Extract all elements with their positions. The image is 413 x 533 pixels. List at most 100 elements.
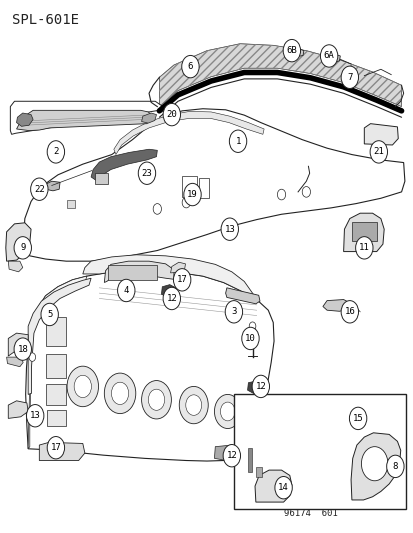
Polygon shape xyxy=(28,276,87,449)
Text: 7: 7 xyxy=(347,73,351,82)
Polygon shape xyxy=(6,223,31,261)
Polygon shape xyxy=(159,44,401,107)
Circle shape xyxy=(340,66,358,88)
Circle shape xyxy=(221,218,238,240)
Circle shape xyxy=(104,373,135,414)
Circle shape xyxy=(282,39,300,62)
Polygon shape xyxy=(45,181,60,191)
Bar xyxy=(47,410,66,426)
Circle shape xyxy=(369,141,387,163)
Bar xyxy=(198,178,209,198)
Text: 5: 5 xyxy=(47,310,52,319)
Polygon shape xyxy=(8,333,28,356)
Polygon shape xyxy=(23,109,404,261)
Polygon shape xyxy=(8,261,23,272)
Polygon shape xyxy=(17,113,33,126)
Text: 15: 15 xyxy=(352,414,363,423)
Circle shape xyxy=(111,382,128,405)
Circle shape xyxy=(301,187,310,197)
Text: 21: 21 xyxy=(373,148,383,156)
Text: 12: 12 xyxy=(255,382,266,391)
Bar xyxy=(182,176,196,197)
Bar xyxy=(45,317,66,346)
Circle shape xyxy=(14,338,31,360)
Circle shape xyxy=(241,327,259,350)
Polygon shape xyxy=(17,110,153,131)
Text: 4: 4 xyxy=(123,286,128,295)
Circle shape xyxy=(277,189,285,200)
Text: 11: 11 xyxy=(358,244,369,252)
Text: 10: 10 xyxy=(244,334,255,343)
Circle shape xyxy=(14,237,31,259)
Bar xyxy=(67,200,75,208)
Polygon shape xyxy=(91,149,157,181)
Polygon shape xyxy=(295,49,303,56)
Circle shape xyxy=(47,437,64,459)
Polygon shape xyxy=(330,54,339,62)
Text: 2: 2 xyxy=(53,148,58,156)
Circle shape xyxy=(173,269,190,291)
Text: 3: 3 xyxy=(231,308,236,316)
Text: 22: 22 xyxy=(34,185,45,193)
Text: 14: 14 xyxy=(278,483,288,492)
Text: 19: 19 xyxy=(187,190,197,199)
Circle shape xyxy=(182,197,190,208)
Polygon shape xyxy=(10,101,162,134)
Polygon shape xyxy=(104,261,173,282)
Text: 16: 16 xyxy=(344,308,354,316)
Circle shape xyxy=(185,395,201,415)
Bar xyxy=(46,384,66,405)
Circle shape xyxy=(225,301,242,323)
Circle shape xyxy=(386,455,403,478)
Text: 6A: 6A xyxy=(323,52,334,60)
Bar xyxy=(351,222,376,241)
Polygon shape xyxy=(8,401,28,418)
Polygon shape xyxy=(254,470,291,502)
Circle shape xyxy=(220,402,235,421)
Polygon shape xyxy=(225,288,259,304)
Polygon shape xyxy=(39,442,85,461)
Circle shape xyxy=(183,183,201,206)
Polygon shape xyxy=(83,255,256,300)
Circle shape xyxy=(138,162,155,184)
Text: 18: 18 xyxy=(17,345,28,353)
Circle shape xyxy=(74,375,91,398)
Circle shape xyxy=(181,55,199,78)
Circle shape xyxy=(223,445,240,467)
Circle shape xyxy=(67,366,98,407)
Text: SPL-601E: SPL-601E xyxy=(12,13,79,27)
Polygon shape xyxy=(170,262,185,273)
Polygon shape xyxy=(7,357,23,367)
Text: 20: 20 xyxy=(166,110,177,119)
Polygon shape xyxy=(161,285,176,297)
Circle shape xyxy=(179,386,208,424)
Polygon shape xyxy=(363,124,397,145)
Text: 1: 1 xyxy=(235,137,240,146)
Circle shape xyxy=(229,130,246,152)
Text: 8: 8 xyxy=(392,462,397,471)
Bar xyxy=(233,394,405,509)
Bar xyxy=(247,448,251,472)
Bar xyxy=(107,265,157,280)
Circle shape xyxy=(153,204,161,214)
Text: 13: 13 xyxy=(224,225,235,233)
Circle shape xyxy=(252,375,269,398)
Circle shape xyxy=(320,45,337,67)
Text: 17: 17 xyxy=(50,443,61,452)
Circle shape xyxy=(148,389,164,410)
Text: 6B: 6B xyxy=(286,46,297,55)
Polygon shape xyxy=(28,278,91,394)
Circle shape xyxy=(340,301,358,323)
Circle shape xyxy=(361,447,387,481)
Text: 13: 13 xyxy=(30,411,40,420)
Circle shape xyxy=(274,477,292,499)
Circle shape xyxy=(349,407,366,430)
Bar xyxy=(255,467,261,477)
Text: 6: 6 xyxy=(188,62,192,71)
Polygon shape xyxy=(26,270,273,461)
Polygon shape xyxy=(322,300,349,311)
Circle shape xyxy=(117,279,135,302)
Circle shape xyxy=(31,417,37,425)
Circle shape xyxy=(214,394,240,429)
Circle shape xyxy=(31,178,48,200)
